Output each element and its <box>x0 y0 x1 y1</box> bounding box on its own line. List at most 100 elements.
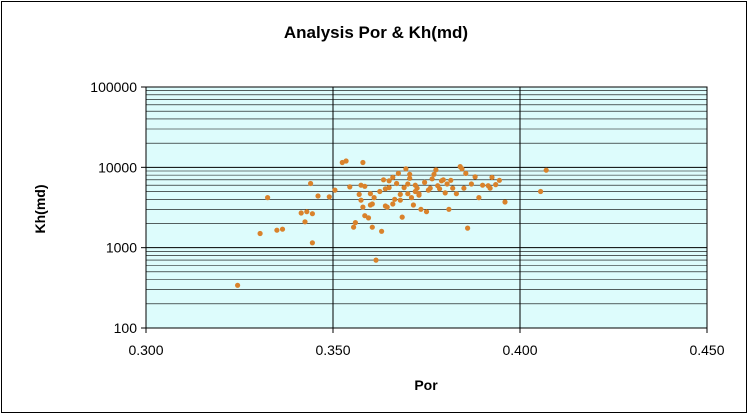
data-point <box>468 181 474 187</box>
y-tick-label: 100 <box>114 320 138 336</box>
data-point <box>365 215 372 221</box>
data-point <box>448 177 454 183</box>
data-point <box>397 191 403 197</box>
data-point <box>356 191 362 197</box>
data-point <box>429 176 435 182</box>
data-point <box>326 194 332 200</box>
chart-title: Analysis Por & Kh(md) <box>284 23 468 42</box>
data-point <box>309 211 315 217</box>
y-tick-label: 100000 <box>90 79 137 95</box>
data-point <box>476 195 482 201</box>
data-point <box>351 224 357 230</box>
data-point <box>414 185 420 191</box>
data-point <box>274 227 280 233</box>
data-point <box>422 179 428 185</box>
data-point <box>416 192 422 198</box>
data-point <box>257 230 263 237</box>
data-point <box>410 202 416 208</box>
data-point <box>397 197 403 203</box>
data-point <box>235 282 241 288</box>
data-point <box>380 177 387 183</box>
data-point <box>444 181 450 187</box>
data-point <box>390 201 396 207</box>
data-point <box>450 185 456 191</box>
y-axis-title: Kh(md) <box>32 185 48 234</box>
data-point <box>394 180 400 187</box>
data-point <box>352 220 358 226</box>
data-point <box>302 219 308 225</box>
data-point <box>442 190 448 196</box>
data-point <box>360 204 366 210</box>
data-point <box>423 209 430 215</box>
data-point <box>489 174 495 180</box>
y-tick-label: 1000 <box>106 240 137 256</box>
data-point <box>465 225 471 231</box>
y-tick-label: 10000 <box>98 159 137 175</box>
data-point <box>480 182 486 188</box>
data-point <box>493 182 499 188</box>
data-point <box>407 175 413 181</box>
plot-area <box>145 86 708 329</box>
data-point <box>395 170 401 176</box>
data-point <box>362 183 368 189</box>
data-point <box>308 180 314 187</box>
data-point <box>377 188 383 195</box>
data-point <box>279 226 286 232</box>
data-point <box>453 191 459 197</box>
data-point <box>358 197 364 203</box>
data-point <box>315 193 321 199</box>
data-point <box>386 185 392 191</box>
data-point <box>347 184 353 190</box>
data-point <box>431 171 437 177</box>
data-point <box>386 178 392 184</box>
data-point <box>343 158 349 164</box>
data-point <box>427 185 433 191</box>
x-tick-label: 0.350 <box>315 342 350 358</box>
data-point <box>496 177 502 183</box>
x-tick-label: 0.400 <box>502 342 537 358</box>
data-point <box>502 199 508 205</box>
data-point <box>408 195 415 201</box>
data-point <box>309 240 315 246</box>
data-point <box>487 185 493 191</box>
data-point <box>332 187 338 193</box>
data-point <box>265 195 271 201</box>
data-point <box>367 191 373 197</box>
data-point <box>463 170 469 176</box>
data-point <box>304 209 310 215</box>
data-point <box>405 181 411 187</box>
data-point <box>369 224 375 230</box>
x-tick-label: 0.300 <box>128 342 163 358</box>
data-point <box>405 191 411 197</box>
data-point <box>472 174 478 180</box>
x-axis-title: Por <box>414 377 438 393</box>
data-point <box>459 166 465 172</box>
grid-lines <box>146 87 707 328</box>
data-point <box>403 166 409 172</box>
data-point <box>360 159 366 166</box>
data-point <box>437 186 443 192</box>
tick-labels: 0.300 0.350 0.400 0.450 100 1000 10000 100000 <box>90 79 724 358</box>
data-point <box>373 257 379 263</box>
data-point <box>543 167 549 173</box>
x-tick-label: 0.450 <box>689 342 724 358</box>
data-point <box>440 177 446 183</box>
data-point <box>538 188 544 195</box>
data-point <box>392 196 398 202</box>
data-point <box>399 214 405 220</box>
data-point <box>407 171 413 177</box>
data-point <box>369 201 375 207</box>
data-point <box>401 185 407 191</box>
data-points <box>235 158 549 288</box>
data-point <box>418 206 424 212</box>
data-point <box>298 210 304 216</box>
data-point <box>379 228 385 234</box>
data-point <box>446 206 452 212</box>
data-point <box>433 167 439 173</box>
data-point <box>461 185 467 191</box>
data-point <box>390 174 396 180</box>
data-point <box>371 195 377 201</box>
data-point <box>384 204 390 210</box>
